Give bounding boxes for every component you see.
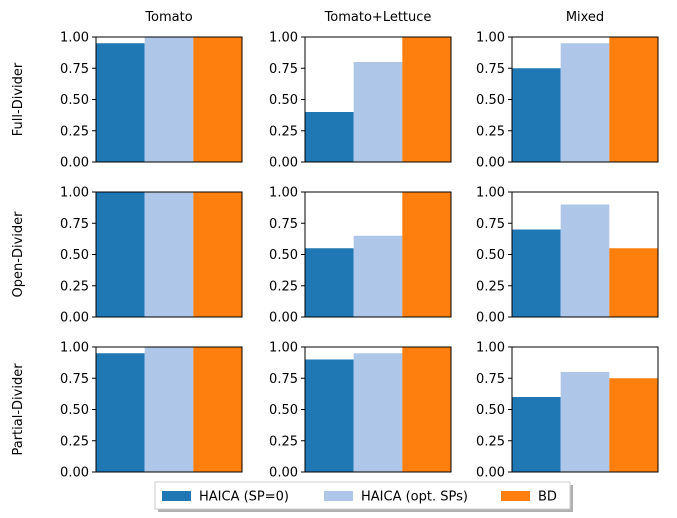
bar-r0-c1-s2 <box>402 37 451 162</box>
legend-swatch-1 <box>324 491 353 501</box>
ytick-label-r2-c1-1: 0.25 <box>269 434 298 449</box>
row-label-1: Open-Divider <box>11 211 26 298</box>
ytick-label-r0-c2-3: 0.75 <box>476 62 505 77</box>
ytick-label-r2-c1-0: 0.00 <box>269 466 298 481</box>
ytick-label-r2-c2-1: 0.25 <box>476 434 505 449</box>
legend-label-2: BD <box>538 490 557 505</box>
column-title-2: Mixed <box>566 10 604 25</box>
ytick-label-r1-c2-3: 0.75 <box>476 217 505 232</box>
ytick-label-r0-c1-1: 0.25 <box>269 124 298 139</box>
ytick-label-r1-c0-2: 0.50 <box>60 248 89 263</box>
ytick-label-r2-c1-4: 1.00 <box>269 341 298 356</box>
ytick-label-r0-c0-0: 0.00 <box>60 156 89 171</box>
ytick-label-r2-c2-0: 0.00 <box>476 466 505 481</box>
bar-r2-c0-s0 <box>96 353 145 472</box>
column-title-1: Tomato+Lettuce <box>324 10 432 25</box>
bar-r0-c2-s1 <box>560 43 610 162</box>
ytick-label-r2-c0-3: 0.75 <box>60 372 89 387</box>
ytick-label-r0-c0-3: 0.75 <box>60 62 89 77</box>
ytick-label-r2-c0-4: 1.00 <box>60 341 89 356</box>
ytick-label-r1-c2-1: 0.25 <box>476 279 505 294</box>
ytick-label-r0-c0-2: 0.50 <box>60 93 89 108</box>
ytick-label-r2-c0-0: 0.00 <box>60 466 89 481</box>
bar-r1-c0-s0 <box>96 192 145 317</box>
bar-r2-c0-s1 <box>144 347 194 472</box>
ytick-label-r1-c2-0: 0.00 <box>476 311 505 326</box>
bar-r2-c2-s1 <box>560 372 610 472</box>
ytick-label-r0-c1-0: 0.00 <box>269 156 298 171</box>
legend-box <box>154 481 571 510</box>
bar-r1-c0-s2 <box>193 192 242 317</box>
bar-r2-c1-s2 <box>402 347 451 472</box>
bar-r0-c2-s0 <box>512 68 561 162</box>
bar-r0-c1-s0 <box>305 112 354 162</box>
bar-r2-c1-s0 <box>305 359 354 472</box>
bar-r1-c1-s2 <box>402 192 451 317</box>
ytick-label-r1-c1-1: 0.25 <box>269 279 298 294</box>
bar-r2-c0-s2 <box>193 347 242 472</box>
ytick-label-r1-c0-3: 0.75 <box>60 217 89 232</box>
ytick-label-r0-c2-0: 0.00 <box>476 156 505 171</box>
legend-label-0: HAICA (SP=0) <box>199 490 289 505</box>
bar-r2-c2-s0 <box>512 397 561 472</box>
legend-label-1: HAICA (opt. SPs) <box>361 490 468 505</box>
ytick-label-r2-c2-3: 0.75 <box>476 372 505 387</box>
bar-r2-c2-s2 <box>609 378 658 472</box>
ytick-label-r2-c0-2: 0.50 <box>60 403 89 418</box>
ytick-label-r0-c0-1: 0.25 <box>60 124 89 139</box>
ytick-label-r1-c0-0: 0.00 <box>60 311 89 326</box>
ytick-label-r1-c1-3: 0.75 <box>269 217 298 232</box>
ytick-label-r1-c1-2: 0.50 <box>269 248 298 263</box>
ytick-label-r2-c2-2: 0.50 <box>476 403 505 418</box>
ytick-label-r1-c0-1: 0.25 <box>60 279 89 294</box>
ytick-label-r0-c1-3: 0.75 <box>269 62 298 77</box>
ytick-label-r1-c1-0: 0.00 <box>269 311 298 326</box>
bar-r0-c2-s2 <box>609 37 658 162</box>
ytick-label-r1-c2-2: 0.50 <box>476 248 505 263</box>
legend-swatch-0 <box>162 491 191 501</box>
bar-r0-c0-s0 <box>96 43 145 162</box>
row-label-2: Partial-Divider <box>11 363 26 456</box>
ytick-label-r0-c2-2: 0.50 <box>476 93 505 108</box>
bar-r2-c1-s1 <box>353 353 403 472</box>
ytick-label-r1-c0-4: 1.00 <box>60 186 89 201</box>
ytick-label-r2-c1-3: 0.75 <box>269 372 298 387</box>
bar-r1-c2-s1 <box>560 204 610 317</box>
row-label-0: Full-Divider <box>11 62 26 136</box>
bar-r1-c1-s1 <box>353 235 403 317</box>
ytick-label-r2-c2-4: 1.00 <box>476 341 505 356</box>
ytick-label-r0-c1-4: 1.00 <box>269 31 298 46</box>
ytick-label-r0-c1-2: 0.50 <box>269 93 298 108</box>
column-title-0: Tomato <box>144 10 192 25</box>
bar-r1-c1-s0 <box>305 248 354 317</box>
bar-r0-c0-s2 <box>193 37 242 162</box>
ytick-label-r2-c1-2: 0.50 <box>269 403 298 418</box>
ytick-label-r0-c2-4: 1.00 <box>476 31 505 46</box>
bar-r1-c0-s1 <box>144 192 194 317</box>
bar-r1-c2-s2 <box>609 248 658 317</box>
ytick-label-r1-c2-4: 1.00 <box>476 186 505 201</box>
legend-swatch-2 <box>501 491 530 501</box>
ytick-label-r2-c0-1: 0.25 <box>60 434 89 449</box>
bar-r1-c2-s0 <box>512 229 561 317</box>
bar-r0-c1-s1 <box>353 62 403 162</box>
ytick-label-r0-c2-1: 0.25 <box>476 124 505 139</box>
bar-r0-c0-s1 <box>144 37 194 162</box>
ytick-label-r1-c1-4: 1.00 <box>269 186 298 201</box>
ytick-label-r0-c0-4: 1.00 <box>60 31 89 46</box>
